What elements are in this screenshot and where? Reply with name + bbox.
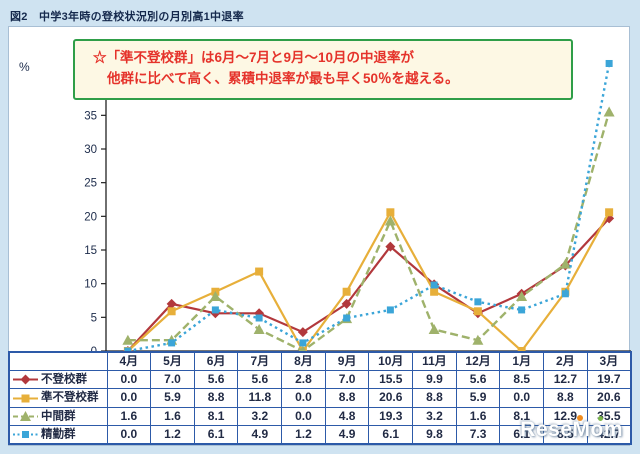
y-tick-label: 20 (84, 211, 97, 223)
month-header-cell: 10月 (368, 351, 414, 371)
value-cell: 19.7 (586, 369, 632, 390)
legend-cell-中間群: 中間群 (8, 406, 108, 426)
data-table: 4月 5月 6月 7月 8月 9月 10月 11月 12月 1月 2月 3月 不登校群 0.0 7.0 5.6… (8, 351, 632, 446)
value-cell: 5.9 (455, 388, 501, 408)
value-cell: 2.8 (281, 369, 326, 390)
value-cell: 6.1 (499, 424, 545, 445)
callout-text-line1: ☆「準不登校群」は6月～7月と9月～10月の中退率が (93, 50, 415, 65)
value-cell: 15.5 (368, 369, 414, 390)
value-cell: 8.8 (324, 388, 370, 408)
y-tick-label: 35 (84, 110, 97, 122)
legend-cell-準不登校群: 準不登校群 (8, 388, 108, 408)
value-cell: 5.6 (455, 369, 501, 390)
value-cell: 7.3 (455, 424, 501, 445)
value-cell: 7.0 (324, 369, 370, 390)
month-header-cell: 3月 (586, 351, 632, 371)
value-cell: 6.1 (368, 424, 414, 445)
value-cell: 4.9 (324, 424, 370, 445)
value-cell: 42.7 (586, 424, 632, 445)
month-header-cell: 6月 (193, 351, 239, 371)
value-cell: 0.0 (106, 388, 152, 408)
value-cell: 8.1 (193, 406, 239, 426)
value-cell: 1.2 (281, 424, 326, 445)
month-header-cell: 11月 (412, 351, 457, 371)
value-cell: 0.0 (281, 406, 326, 426)
y-tick-label: 30 (84, 144, 97, 156)
value-cell: 11.8 (237, 388, 283, 408)
watermark-dot-orange-icon (577, 415, 584, 421)
table-row: 不登校群 0.0 7.0 5.6 5.6 2.8 7.0 15.5 9.9 5.6 8.5 12.7 1… (8, 369, 632, 390)
month-header-cell: 7月 (237, 351, 283, 371)
month-header-cell: 9月 (324, 351, 370, 371)
value-cell: 0.0 (106, 369, 152, 390)
legend-label: 準不登校群 (41, 391, 99, 404)
value-cell: 35.5 (586, 406, 632, 426)
value-cell: 8.8 (193, 388, 239, 408)
value-cell: 8.1 (499, 406, 545, 426)
callout-text-line2: 他群に比べて高く、累積中退率が最も早く50％を越える。 (107, 70, 459, 86)
value-cell: 0.0 (499, 388, 545, 408)
legend-label: 精勤群 (41, 428, 76, 441)
value-cell: 1.2 (150, 424, 195, 445)
value-cell: 12.7 (543, 369, 588, 390)
value-cell: 3.2 (237, 406, 283, 426)
value-cell: 3.2 (412, 406, 457, 426)
series-不登校群 (122, 213, 615, 356)
month-header-cell: 5月 (150, 351, 195, 371)
table-row: 準不登校群 0.0 5.9 8.8 11.8 0.0 8.8 20.6 8.8 5.9 0.0 8.8… (8, 388, 632, 408)
value-cell: 4.8 (324, 406, 370, 426)
value-cell: 1.6 (106, 406, 152, 426)
value-cell: 9.9 (412, 369, 457, 390)
chart-panel: ☆「準不登校群」は6月～7月と9月～10月の中退率が 他群に比べて高く、累積中退… (8, 26, 632, 446)
month-header-cell: 1月 (499, 351, 545, 371)
value-cell: 0.0 (106, 424, 152, 445)
series-中間群 (122, 106, 615, 356)
value-cell: 5.9 (150, 388, 195, 408)
callout-box: ☆「準不登校群」は6月～7月と9月～10月の中退率が 他群に比べて高く、累積中退… (73, 39, 573, 100)
value-cell: 1.6 (455, 406, 501, 426)
resemom-watermark: ReseMom (520, 415, 623, 442)
legend-label: 中間群 (41, 409, 76, 422)
value-cell: 20.6 (368, 388, 414, 408)
value-cell: 19.3 (368, 406, 414, 426)
value-cell: 7.0 (150, 369, 195, 390)
table-row: 精勤群 0.0 1.2 6.1 4.9 1.2 4.9 6.1 9.8 7.3 6.1 8.5 42.7 (8, 424, 632, 445)
y-tick-label: 5 (91, 312, 97, 324)
legend-marker-icon (13, 431, 38, 439)
table-row: 中間群 1.6 1.6 8.1 3.2 0.0 4.8 19.3 3.2 1.6 8.1 12.9 35… (8, 406, 632, 426)
value-cell: 8.5 (499, 369, 545, 390)
y-tick-label: 25 (84, 178, 97, 190)
value-cell: 12.9 (543, 406, 588, 426)
legend-label: 不登校群 (41, 373, 87, 386)
legend-marker-icon (13, 410, 38, 421)
value-cell: 20.6 (586, 388, 632, 408)
month-header-cell: 8月 (281, 351, 326, 371)
value-cell: 5.6 (237, 369, 283, 390)
month-header-cell: 12月 (455, 351, 501, 371)
legend-cell-精勤群: 精勤群 (8, 424, 108, 445)
y-axis-unit-label: % (19, 60, 30, 74)
watermark-text: ReseMom (520, 418, 623, 441)
value-cell: 8.8 (543, 388, 588, 408)
legend-marker-icon (13, 394, 38, 403)
legend-cell-不登校群: 不登校群 (8, 369, 108, 390)
value-cell: 6.1 (193, 424, 239, 445)
y-tick-label: 10 (84, 279, 97, 291)
value-cell: 5.6 (193, 369, 239, 390)
series-精勤群 (124, 59, 613, 355)
legend-marker-icon (13, 374, 38, 385)
table-corner-cell (8, 351, 108, 371)
page-title: 図2 中学3年時の登校状況別の月別高1中退率 (10, 11, 244, 23)
value-cell: 9.8 (412, 424, 457, 445)
month-header-cell: 2月 (543, 351, 588, 371)
value-cell: 0.0 (281, 388, 326, 408)
month-header-cell: 4月 (106, 351, 152, 371)
value-cell: 8.8 (412, 388, 457, 408)
value-cell: 4.9 (237, 424, 283, 445)
value-cell: 8.5 (543, 424, 588, 445)
watermark-dot-green-icon (598, 416, 604, 421)
value-cell: 1.6 (150, 406, 195, 426)
y-tick-label: 15 (84, 245, 97, 257)
